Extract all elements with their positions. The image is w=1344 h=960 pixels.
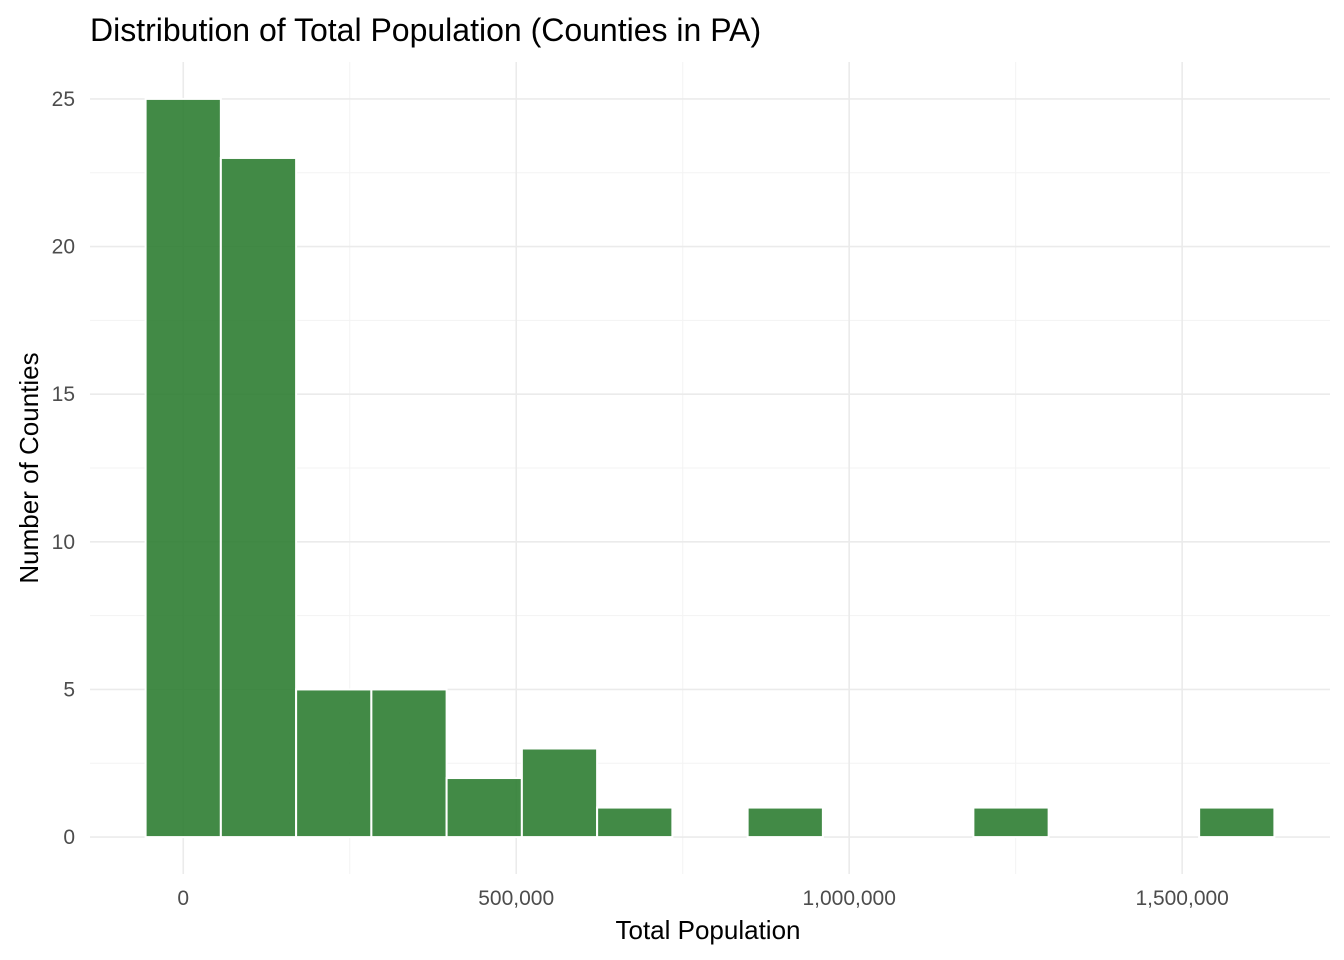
histogram-bar [1198,806,1276,839]
y-tick-label: 0 [63,826,75,849]
chart-title: Distribution of Total Population (Counti… [90,12,761,48]
y-axis-title: Number of Counties [14,352,44,583]
histogram-bar [370,688,448,839]
histogram-bar [295,688,373,839]
x-tick-label: 1,500,000 [1135,887,1228,910]
x-axis-tick-labels: 0 500,000 1,000,000 1,500,000 [177,887,1228,910]
histogram-bars [144,97,1276,839]
histogram-bar [596,806,674,839]
histogram-bar [972,806,1050,839]
x-tick-label: 1,000,000 [802,887,895,910]
x-tick-label: 0 [177,887,189,910]
histogram-bar [219,156,298,839]
histogram-bar [746,806,824,839]
y-tick-label: 25 [52,88,75,111]
y-tick-label: 15 [52,383,75,406]
y-tick-label: 20 [52,236,75,259]
x-tick-label: 500,000 [478,887,554,910]
histogram-bar [520,747,599,839]
histogram-bar [445,777,523,839]
x-axis-title: Total Population [615,915,800,945]
y-tick-label: 10 [52,531,75,554]
y-axis-tick-labels: 0 5 10 15 20 25 [52,88,75,849]
y-tick-label: 5 [63,678,75,701]
histogram-bar [144,97,222,839]
